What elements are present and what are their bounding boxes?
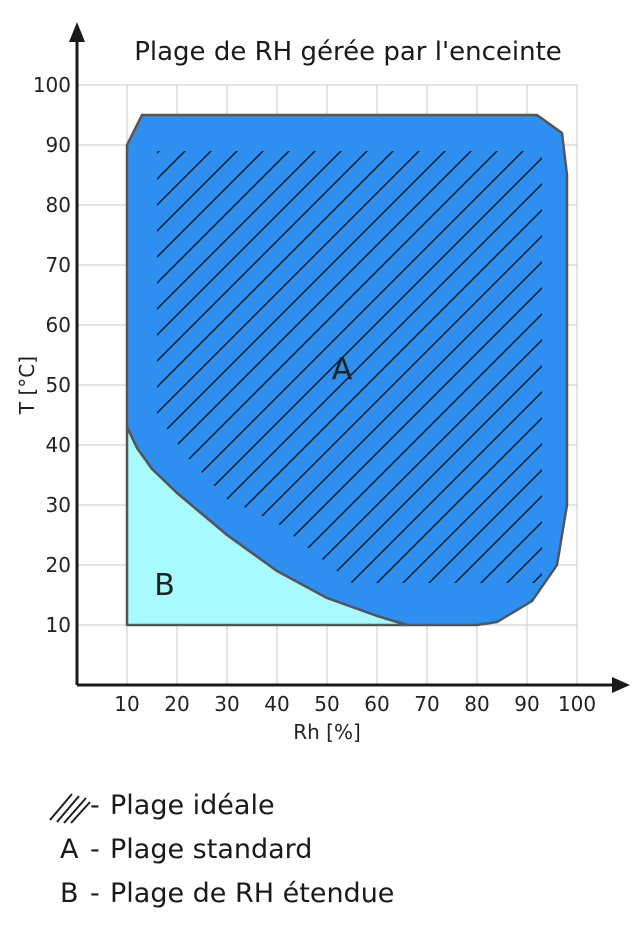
- tick-labels: 10 20 30 40 50 60 70 80 90 100 10 20 30 40 50 60 70 80 90 1…: [33, 73, 596, 716]
- x-tick-label: 40: [264, 692, 289, 716]
- hatch-line: [578, 0, 642, 720]
- y-tick-label: 10: [46, 613, 71, 637]
- x-tick-label: 10: [114, 692, 139, 716]
- region-a-label: A: [332, 352, 353, 387]
- hatch-line: [157, 151, 542, 583]
- x-tick-label: 70: [414, 692, 439, 716]
- legend-label-ideal: Plage idéale: [110, 790, 275, 821]
- legend-dash: -: [90, 834, 100, 865]
- hatch-line: [157, 151, 542, 583]
- y-axis-arrow-icon: [69, 22, 85, 42]
- x-tick-label: 60: [364, 692, 389, 716]
- y-tick-label: 20: [46, 553, 71, 577]
- hatch-line: [157, 151, 542, 583]
- legend-dash: -: [90, 790, 100, 821]
- hatch-swatch-icon: [49, 793, 91, 824]
- legend-dash: -: [90, 878, 100, 909]
- x-tick-label: 80: [464, 692, 489, 716]
- hatch-line: [157, 151, 542, 583]
- legend-item-standard: A - Plage standard: [0, 830, 642, 870]
- x-tick-label: 50: [314, 692, 339, 716]
- y-tick-label: 60: [46, 313, 71, 337]
- hatch-line: [157, 151, 542, 583]
- x-tick-label: 90: [514, 692, 539, 716]
- hatch-line: [157, 151, 542, 583]
- hatch-line: [157, 151, 542, 583]
- x-axis-label: Rh [%]: [293, 720, 361, 744]
- legend-key-a: A: [60, 834, 79, 865]
- legend-item-extended: B - Plage de RH étendue: [0, 874, 642, 914]
- hatch-line: [604, 0, 642, 720]
- axes: [69, 22, 630, 693]
- y-tick-label: 30: [46, 493, 71, 517]
- legend-label-standard: Plage standard: [110, 834, 313, 865]
- legend-key-b: B: [60, 878, 79, 909]
- hatch-line: [157, 151, 542, 583]
- y-axis-label: T [°C]: [15, 356, 39, 415]
- y-tick-label: 90: [46, 133, 71, 157]
- y-tick-label: 80: [46, 193, 71, 217]
- hatch-line: [157, 151, 542, 583]
- y-tick-label: 50: [46, 373, 71, 397]
- chart-canvas: 10 20 30 40 50 60 70 80 90 100 10 20 30 40 50 60 70 80 90 1…: [15, 0, 642, 744]
- y-tick-label: 40: [46, 433, 71, 457]
- x-tick-label: 100: [558, 692, 596, 716]
- hatch-line: [161, 151, 542, 583]
- x-tick-label: 20: [164, 692, 189, 716]
- hatch-line: [157, 151, 542, 583]
- x-axis-arrow-icon: [612, 677, 630, 693]
- hatch-line: [157, 151, 542, 583]
- region-b-extended: [125, 425, 409, 627]
- legend-item-ideal: - Plage idéale: [0, 786, 642, 826]
- hatch-line: [157, 151, 519, 583]
- legend-label-extended: Plage de RH étendue: [110, 878, 395, 909]
- x-tick-label: 30: [214, 692, 239, 716]
- y-tick-label: 70: [46, 253, 71, 277]
- hatch-line: [157, 151, 542, 583]
- ideal-range-hatch: [157, 0, 642, 720]
- chart-title: Plage de RH gérée par l'enceinte: [134, 37, 562, 67]
- hatch-line: [630, 0, 642, 720]
- hatch-line: [157, 151, 542, 583]
- y-tick-label: 100: [33, 73, 71, 97]
- region-b-label: B: [154, 568, 175, 603]
